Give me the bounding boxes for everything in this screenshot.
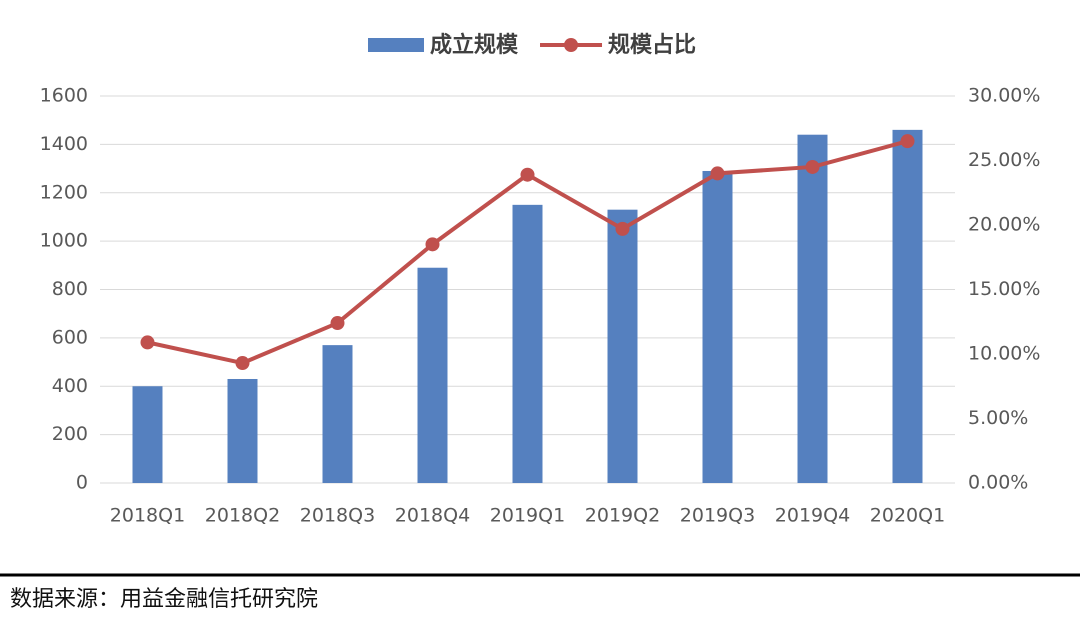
y2-tick-label: 30.00%	[968, 85, 1040, 107]
y2-tick-label: 15.00%	[968, 278, 1040, 300]
legend-swatch	[368, 38, 424, 52]
bar	[892, 129, 923, 484]
bar	[702, 170, 733, 483]
x-tick-label: 2019Q2	[585, 505, 660, 527]
y2-tick-label: 25.00%	[968, 149, 1040, 171]
y-tick-label: 1600	[40, 85, 88, 107]
line-marker	[805, 159, 820, 174]
y2-tick-label: 10.00%	[968, 343, 1040, 365]
source-note: 数据来源：用益金融信托研究院	[10, 587, 318, 612]
line-marker	[615, 221, 630, 236]
x-tick-label: 2019Q3	[680, 505, 755, 527]
y2-tick-label: 0.00%	[968, 472, 1028, 494]
x-tick-label: 2019Q1	[490, 505, 565, 527]
y-tick-label: 0	[76, 472, 88, 494]
legend-label: 规模占比	[608, 33, 696, 58]
bar	[132, 386, 163, 483]
line-marker	[140, 335, 155, 350]
bar	[417, 267, 448, 483]
x-tick-label: 2018Q4	[395, 505, 470, 527]
line-marker	[235, 356, 250, 371]
y-tick-label: 200	[52, 423, 88, 445]
y-tick-label: 1400	[40, 133, 88, 155]
x-tick-label: 2019Q4	[775, 505, 850, 527]
x-tick-label: 2018Q3	[300, 505, 375, 527]
bar	[797, 134, 828, 483]
bar	[322, 345, 353, 483]
y-tick-label: 400	[52, 375, 88, 397]
y-tick-label: 1200	[40, 181, 88, 203]
legend-swatch-marker	[564, 38, 579, 52]
x-tick-label: 2020Q1	[870, 505, 945, 527]
x-tick-label: 2018Q1	[110, 505, 185, 527]
x-tick-label: 2018Q2	[205, 505, 280, 527]
line-marker	[520, 167, 535, 182]
line-marker	[710, 166, 725, 181]
y2-tick-label: 20.00%	[968, 214, 1040, 236]
y2-tick-label: 5.00%	[968, 407, 1028, 429]
bar	[607, 209, 638, 483]
line-marker	[900, 134, 915, 149]
y-tick-label: 600	[52, 326, 88, 348]
bar	[512, 204, 543, 483]
y-tick-label: 800	[52, 278, 88, 300]
legend-label: 成立规模	[430, 32, 519, 58]
bar	[227, 378, 258, 483]
line-marker	[330, 316, 345, 331]
y-tick-label: 1000	[40, 230, 88, 252]
line-marker	[425, 237, 440, 252]
